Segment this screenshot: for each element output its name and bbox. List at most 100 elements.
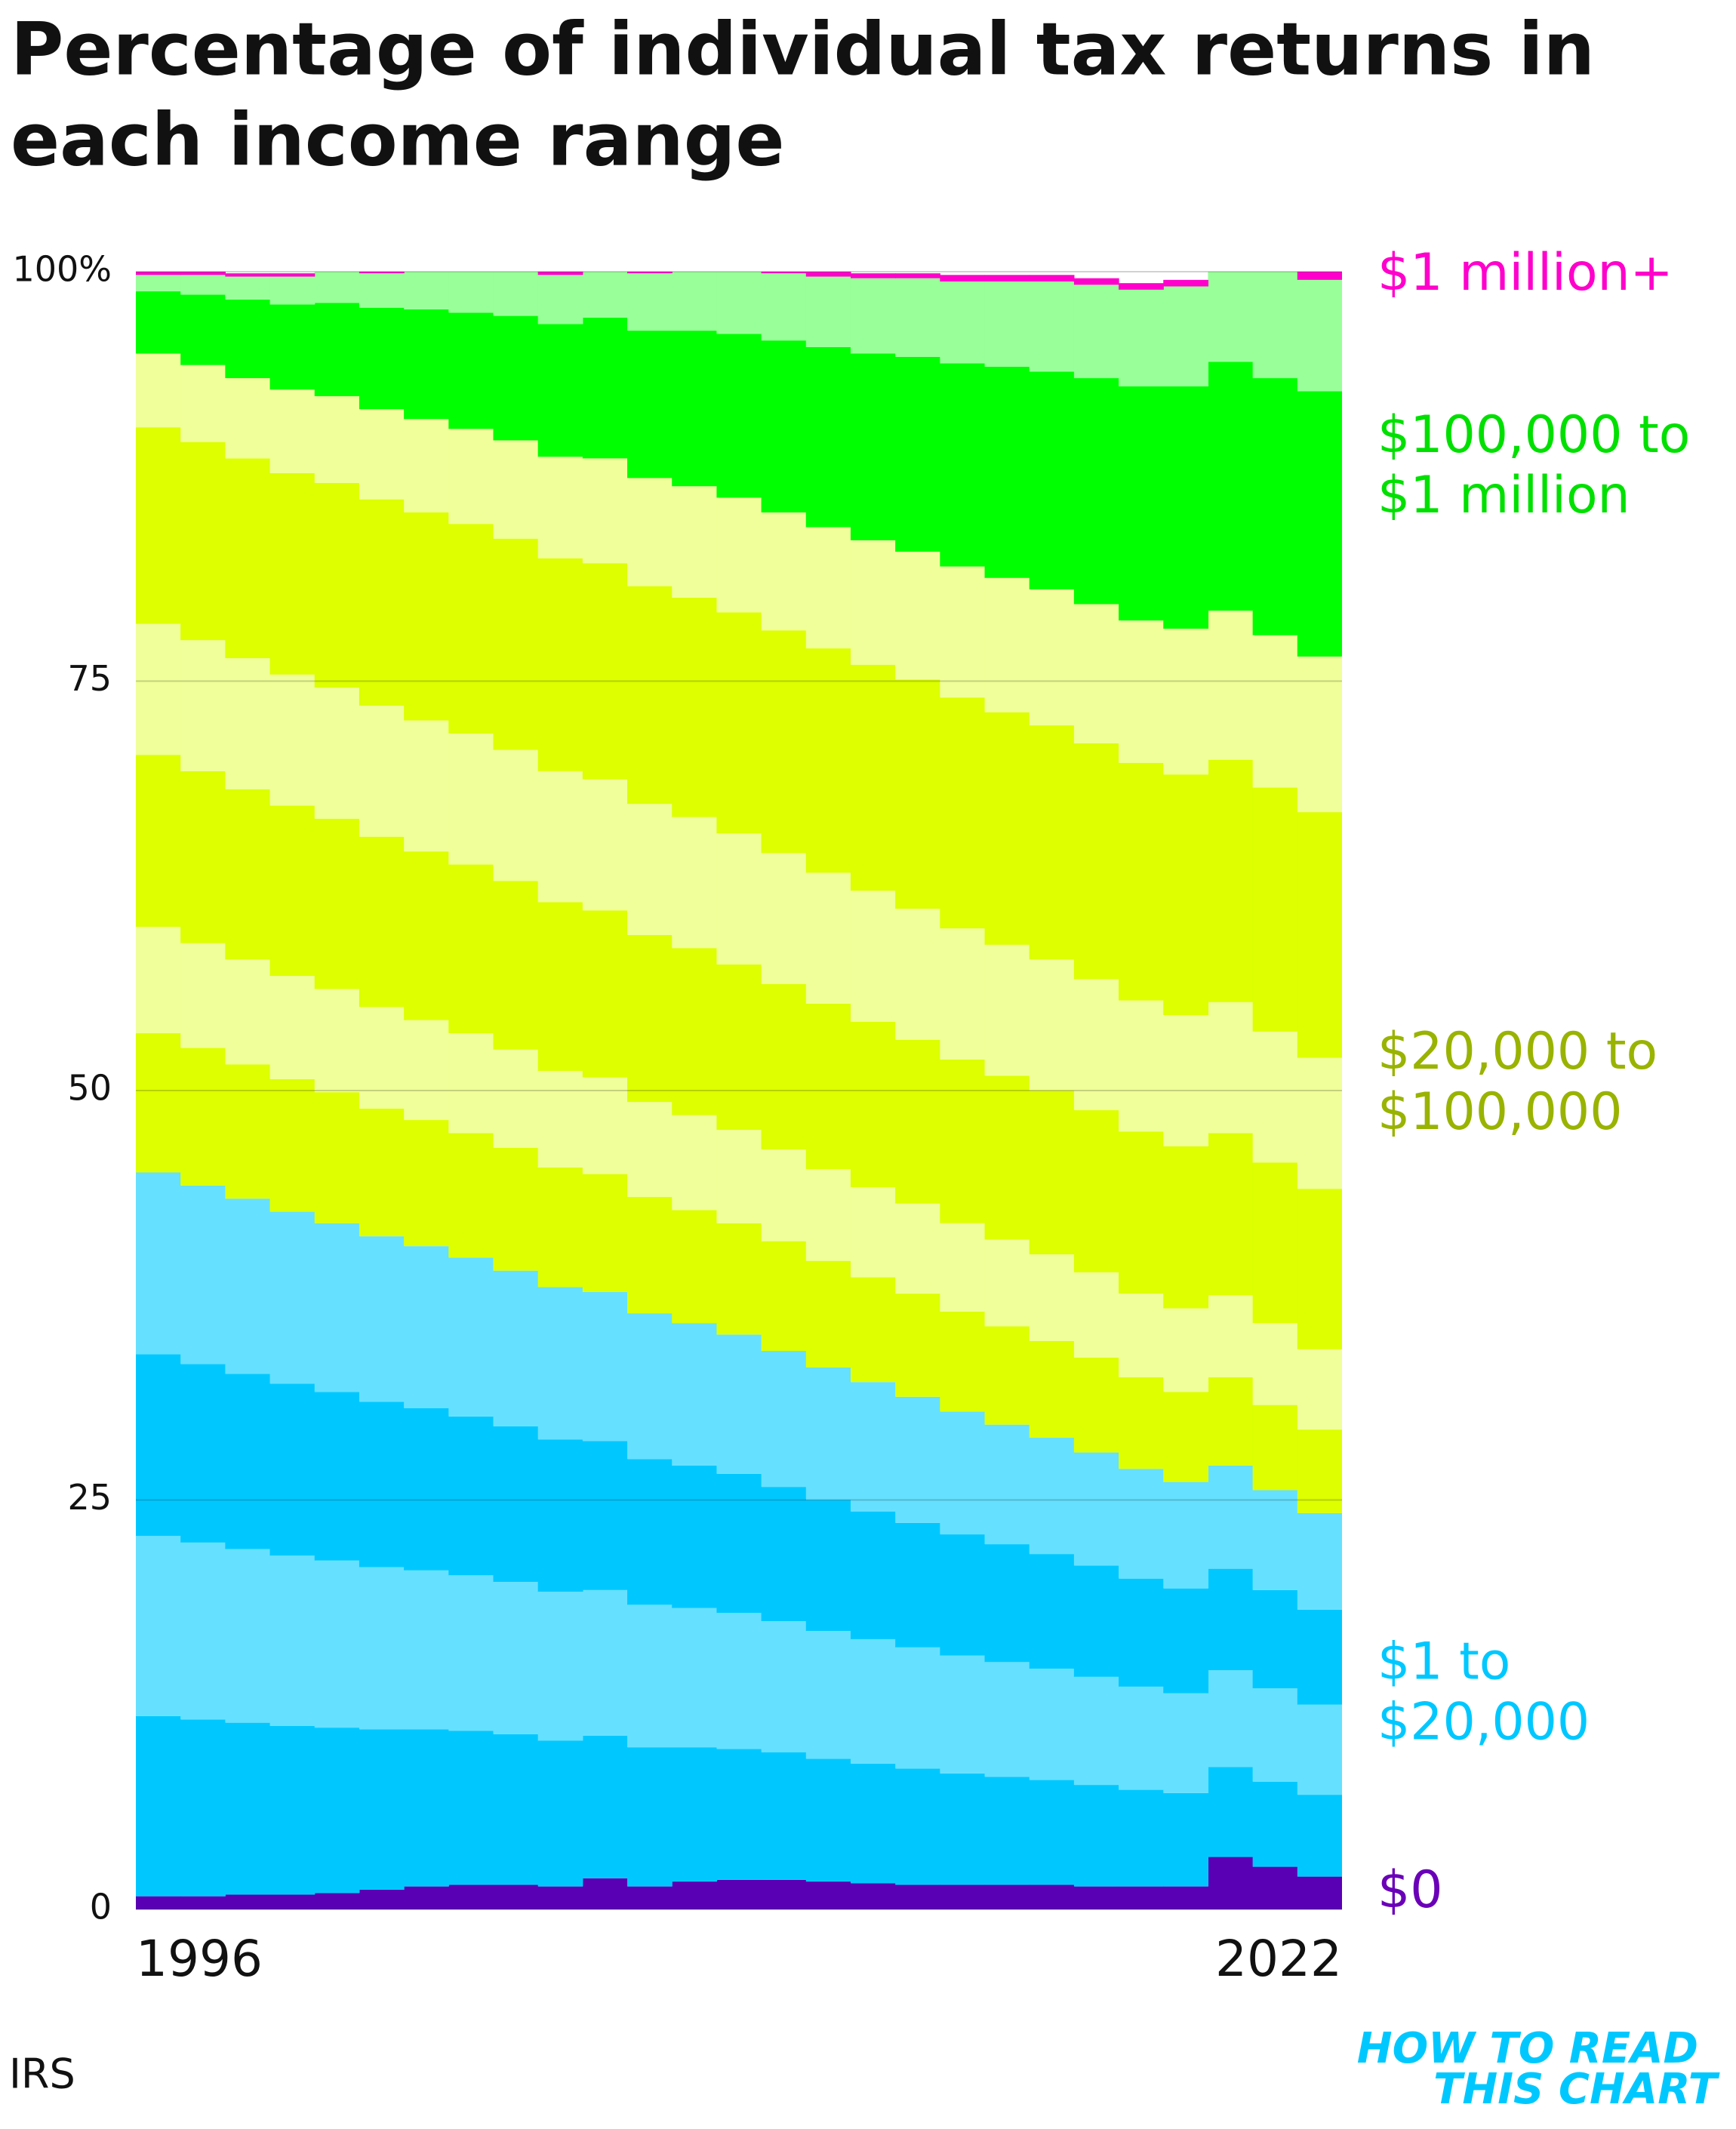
area-step [940, 282, 986, 364]
area-step [1029, 725, 1075, 960]
area-step [1297, 656, 1342, 813]
area-step [761, 853, 807, 984]
area-step [940, 1223, 986, 1312]
area-step [1073, 1565, 1119, 1677]
area-step [895, 1203, 940, 1294]
area-step [1029, 589, 1075, 726]
area-step [1029, 959, 1075, 1091]
area-step [359, 273, 405, 308]
area-step [314, 482, 360, 688]
area-step [225, 789, 271, 960]
area-step [314, 303, 360, 396]
area-step [180, 1364, 226, 1543]
area-step [672, 272, 718, 331]
area-step [1163, 1015, 1209, 1146]
area-step [984, 1326, 1030, 1425]
area-step [895, 1039, 940, 1204]
area-step [314, 272, 360, 303]
area-step [1208, 611, 1254, 760]
area-step [448, 1033, 494, 1134]
area-step [1297, 1349, 1342, 1430]
area-step [269, 472, 315, 675]
area-step [940, 1884, 986, 1909]
area-step [805, 1169, 851, 1261]
area-step [404, 1246, 449, 1408]
group-label: $100,000 [1377, 1082, 1622, 1142]
area-step [1252, 1781, 1298, 1867]
area-step [493, 1147, 539, 1271]
area-step [1163, 286, 1209, 386]
area-step [582, 272, 628, 318]
area-step [180, 272, 226, 275]
area-step [314, 688, 360, 819]
area-step [136, 927, 181, 1034]
area-step [493, 749, 539, 881]
area-step [359, 1567, 405, 1730]
area-step [180, 640, 226, 771]
area-step [359, 1889, 405, 1909]
area-step [940, 566, 986, 698]
area-step [136, 1896, 181, 1909]
area-step [359, 1729, 405, 1890]
area-step [805, 346, 851, 528]
area-step [1029, 371, 1075, 589]
area-step [359, 307, 405, 410]
area-step [448, 1257, 494, 1417]
area-step [1163, 774, 1209, 1016]
group-label: $20,000 [1377, 1692, 1590, 1752]
area-step [1119, 620, 1164, 763]
area-step [672, 948, 718, 1115]
area-step [269, 805, 315, 977]
area-step [984, 275, 1030, 282]
area-step [582, 1174, 628, 1292]
area-step [225, 276, 271, 300]
area-step [805, 1260, 851, 1368]
area-step [448, 312, 494, 429]
area-step [136, 1033, 181, 1173]
area-step [716, 272, 762, 334]
area-step [940, 697, 986, 929]
area-step [1252, 1589, 1298, 1689]
area-step [582, 1735, 628, 1878]
area-step [1297, 272, 1342, 280]
area-step [672, 597, 718, 817]
area-step [537, 457, 583, 558]
area-step [805, 1758, 851, 1882]
area-step [404, 1020, 449, 1121]
area-step [1073, 1110, 1119, 1272]
area-step [269, 276, 315, 305]
area-step [1163, 1146, 1209, 1309]
area-step [761, 983, 807, 1150]
area-step [1073, 1357, 1119, 1453]
area-step [627, 586, 673, 805]
area-step [1119, 1469, 1164, 1579]
area-step [225, 1894, 271, 1909]
area-step [1073, 1676, 1119, 1786]
area-step [1297, 279, 1342, 392]
area-step [314, 989, 360, 1093]
area-step [180, 943, 226, 1048]
area-step [180, 441, 226, 641]
area-step [404, 1408, 449, 1571]
area-step [716, 964, 762, 1131]
area-step [1163, 1392, 1209, 1482]
area-step [1208, 1001, 1254, 1134]
area-step [1073, 1452, 1119, 1566]
area-step [1163, 1792, 1209, 1887]
area-step [359, 1401, 405, 1568]
area-step [895, 909, 940, 1040]
area-step [984, 1424, 1030, 1545]
area-step [1119, 763, 1164, 1001]
area-step [940, 1534, 986, 1656]
area-step [1029, 1884, 1075, 1909]
area-step [627, 1197, 673, 1314]
area-step [448, 1416, 494, 1576]
area-step [627, 1604, 673, 1748]
area-step [1073, 1785, 1119, 1887]
area-step [716, 1223, 762, 1335]
area-step [404, 720, 449, 852]
area-step [1073, 743, 1119, 980]
area-step [1208, 1465, 1254, 1569]
area-step [1208, 1767, 1254, 1857]
